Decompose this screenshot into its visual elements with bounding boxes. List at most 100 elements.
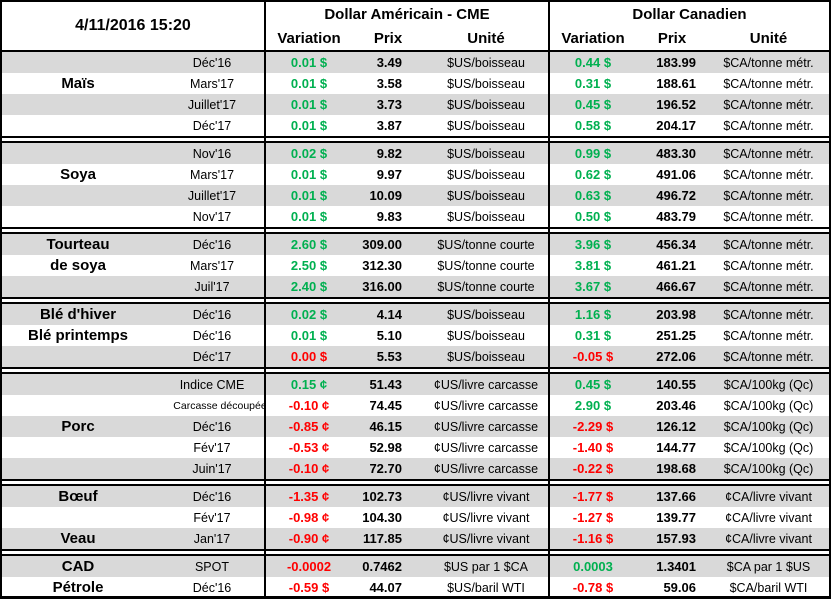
ca-price-value: 272.06 [656, 349, 696, 364]
commodity-label: Bœuf [58, 488, 98, 505]
ca-unit-label: $CA/tonne métr. [723, 97, 814, 112]
ca-price-value: 183.99 [656, 55, 696, 70]
ca-unit-label: $CA/tonne métr. [723, 146, 814, 161]
us-unit-label: ¢US/livre carcasse [433, 440, 539, 455]
contract-label: Déc'17 [192, 118, 232, 133]
ca-unit-label: $CA/tonne métr. [723, 167, 814, 182]
us-variation-value: 0.01 $ [264, 94, 352, 115]
ca-unit-label: ¢CA/livre vivant [725, 489, 812, 504]
us-price-value: 117.85 [362, 531, 402, 546]
commodity-label [2, 437, 132, 458]
ca-price-value: 1.3401 [656, 559, 696, 574]
ca-unit-column-header: Unité [749, 30, 788, 47]
ca-variation-value: -1.27 $ [548, 507, 636, 528]
us-variation-value: 0.02 $ [264, 143, 352, 164]
us-price-value: 74.45 [369, 398, 402, 413]
table-row: Juil'17 2.40 $ 316.00 $US/tonne courte 3.67 … [2, 276, 829, 297]
ca-unit-label: $CA par 1 $US [726, 559, 811, 574]
ca-variation-value: 0.99 $ [548, 143, 636, 164]
contract-label: Nov'17 [192, 209, 232, 224]
us-unit-label: $US par 1 $CA [443, 559, 529, 574]
ca-unit-label: $CA/100kg (Qc) [723, 461, 814, 476]
commodity-label [2, 374, 132, 395]
ca-variation-value: 0.0003 [548, 556, 636, 577]
commodity-group-boeuf-veau: Bœuf Déc'16 -1.35 ¢ 102.73 ¢US/livre vivant -… [2, 486, 829, 549]
ca-price-value: 59.06 [663, 580, 696, 595]
commodity-label: Blé printemps [27, 327, 129, 344]
ca-price-value: 198.68 [656, 461, 696, 476]
group-separator [2, 297, 829, 304]
us-unit-label: $US/boisseau [447, 188, 525, 203]
contract-label: Déc'16 [192, 307, 232, 322]
ca-variation-value: 0.31 $ [548, 325, 636, 346]
table-body: Déc'16 0.01 $ 3.49 $US/boisseau 0.44 $ 183.99… [2, 52, 829, 596]
ca-variation-value: 0.45 $ [548, 94, 636, 115]
ca-unit-label: $CA/100kg (Qc) [723, 377, 814, 392]
ca-unit-label: $CA/tonne métr. [723, 76, 814, 91]
group-separator [2, 367, 829, 374]
ca-unit-label: $CA/baril WTI [729, 580, 808, 595]
commodity-label: Blé d'hiver [39, 306, 117, 323]
contract-label: Fév'17 [193, 510, 231, 525]
us-variation-value: -0.98 ¢ [264, 507, 352, 528]
ca-unit-label: $CA/100kg (Qc) [723, 398, 814, 413]
us-unit-label: ¢US/livre vivant [442, 510, 530, 525]
us-variation-value: 0.02 $ [264, 304, 352, 325]
ca-price-value: 483.30 [656, 146, 696, 161]
us-unit-label: ¢US/livre carcasse [433, 377, 539, 392]
us-price-value: 102.73 [362, 489, 402, 504]
commodity-label [2, 52, 132, 73]
ca-price-value: 483.79 [656, 209, 696, 224]
ca-price-value: 139.77 [656, 510, 696, 525]
commodity-label [2, 185, 132, 206]
group-separator [2, 227, 829, 234]
commodity-label: Veau [60, 530, 96, 547]
ca-price-value: 203.98 [656, 307, 696, 322]
ca-variation-value: 3.96 $ [548, 234, 636, 255]
ca-price-value: 251.25 [656, 328, 696, 343]
us-variation-value: -1.35 ¢ [264, 486, 352, 507]
us-price-value: 309.00 [362, 237, 402, 252]
ca-price-value: 126.12 [656, 419, 696, 434]
ca-variation-value: -1.77 $ [548, 486, 636, 507]
us-unit-label: $US/boisseau [447, 328, 525, 343]
ca-price-value: 157.93 [656, 531, 696, 546]
ca-unit-label: $CA/100kg (Qc) [723, 440, 814, 455]
table-row: Veau Jan'17 -0.90 ¢ 117.85 ¢US/livre vivant -… [2, 528, 829, 549]
contract-label: Juillet'17 [187, 97, 237, 112]
contract-label: Déc'17 [192, 349, 232, 364]
ca-price-column-header: Prix [657, 30, 687, 47]
table-row: Maïs Mars'17 0.01 $ 3.58 $US/boisseau 0.31 $ 1… [2, 73, 829, 94]
ca-price-value: 196.52 [656, 97, 696, 112]
table-row: Blé d'hiver Déc'16 0.02 $ 4.14 $US/boisseau 1… [2, 304, 829, 325]
ca-variation-value: -0.05 $ [548, 346, 636, 367]
ca-price-value: 137.66 [656, 489, 696, 504]
us-price-column-header: Prix [373, 30, 403, 47]
us-unit-label: $US/boisseau [447, 118, 525, 133]
report-timestamp: 4/11/2016 15:20 [75, 17, 191, 34]
table-row: Pétrole Déc'16 -0.59 $ 44.07 $US/baril WTI -0… [2, 577, 829, 596]
us-price-value: 3.87 [376, 118, 402, 133]
commodity-label [2, 507, 132, 528]
us-price-value: 44.07 [369, 580, 402, 595]
ca-price-value: 466.67 [656, 279, 696, 294]
table-row: Blé printemps Déc'16 0.01 $ 5.10 $US/boissea… [2, 325, 829, 346]
table-row: Déc'16 0.01 $ 3.49 $US/boisseau 0.44 $ 183.99… [2, 52, 829, 73]
commodity-label [2, 143, 132, 164]
contract-label: Juin'17 [192, 461, 232, 476]
ca-variation-value: -0.22 $ [548, 458, 636, 479]
commodity-label: Porc [61, 418, 95, 435]
us-price-value: 9.83 [376, 209, 402, 224]
ca-variation-value: 0.58 $ [548, 115, 636, 136]
us-dollar-section-header: Dollar Américain - CME [264, 2, 548, 27]
ca-variation-value: -1.40 $ [548, 437, 636, 458]
us-unit-label: $US/boisseau [447, 76, 525, 91]
commodity-label [2, 276, 132, 297]
us-variation-value: 0.01 $ [264, 185, 352, 206]
us-unit-label: $US/baril WTI [447, 580, 525, 595]
ca-variation-value: -0.78 $ [548, 577, 636, 596]
table-row: Bœuf Déc'16 -1.35 ¢ 102.73 ¢US/livre vivant -… [2, 486, 829, 507]
ca-variation-value: 1.16 $ [548, 304, 636, 325]
table-row: Porc Déc'16 -0.85 ¢ 46.15 ¢US/livre carcasse… [2, 416, 829, 437]
us-unit-label: $US/boisseau [447, 55, 525, 70]
